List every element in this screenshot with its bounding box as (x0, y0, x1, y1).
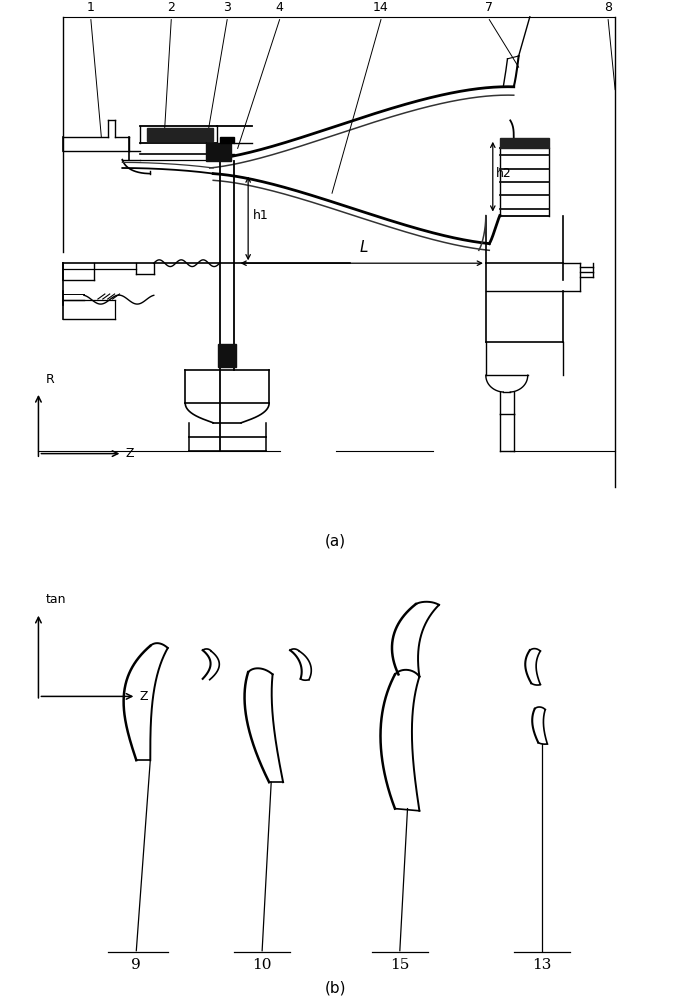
Text: 3: 3 (223, 1, 231, 14)
Text: 15: 15 (390, 958, 410, 972)
Polygon shape (206, 143, 231, 161)
Text: L: L (359, 240, 368, 255)
Text: 2: 2 (167, 1, 175, 14)
Text: 8: 8 (604, 1, 612, 14)
Polygon shape (500, 138, 549, 148)
Text: Z: Z (126, 447, 134, 460)
Polygon shape (220, 137, 234, 143)
Text: tan: tan (45, 593, 66, 606)
Text: Z: Z (140, 690, 148, 703)
Text: h1: h1 (253, 209, 269, 222)
Text: 14: 14 (373, 1, 389, 14)
Text: 13: 13 (532, 958, 552, 972)
Text: (b): (b) (325, 981, 346, 996)
Text: 10: 10 (252, 958, 272, 972)
Text: (a): (a) (325, 534, 346, 549)
Text: 4: 4 (275, 1, 284, 14)
Text: 9: 9 (131, 958, 141, 972)
Text: h2: h2 (496, 167, 512, 180)
Text: 1: 1 (87, 1, 95, 14)
Text: R: R (45, 373, 55, 386)
Text: 7: 7 (485, 1, 493, 14)
Polygon shape (147, 128, 213, 141)
Polygon shape (218, 344, 236, 367)
